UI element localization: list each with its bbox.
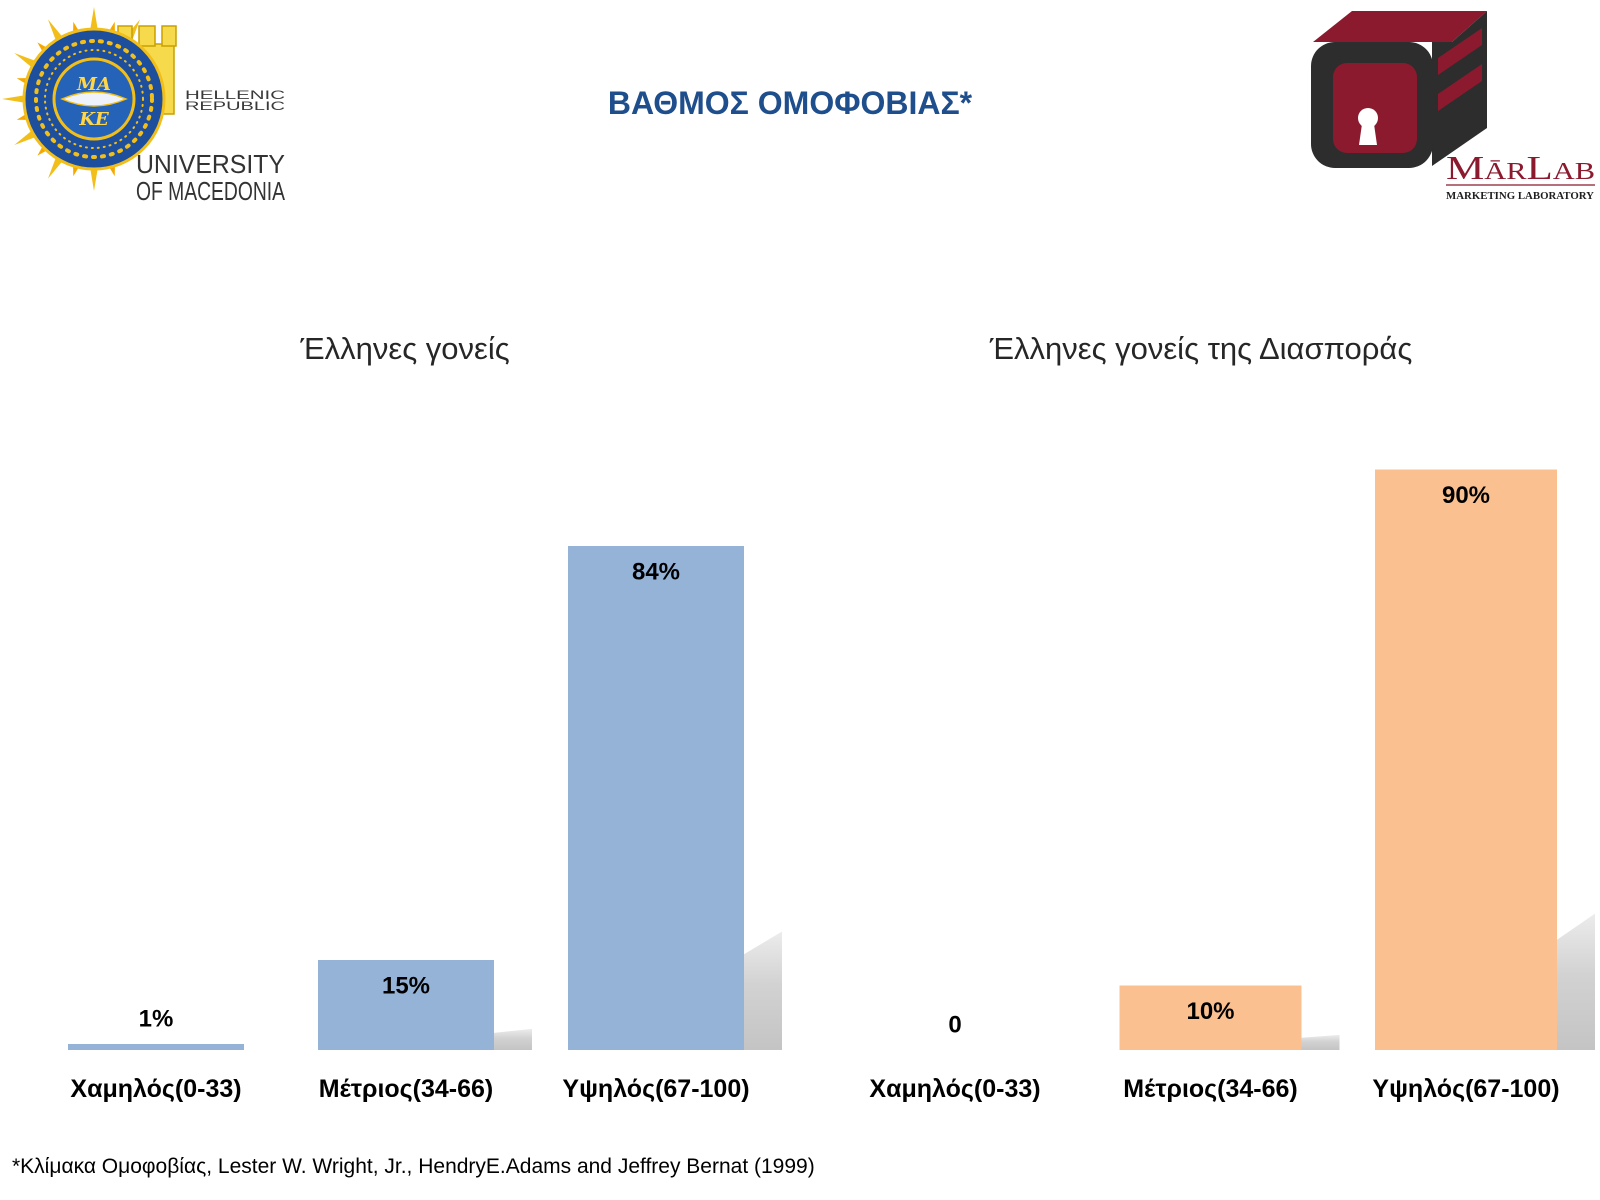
- category-label-greek-parents-high: Υψηλός(67-100): [562, 1075, 749, 1103]
- logo-university-text: UNIVERSITY: [136, 149, 285, 179]
- bar-shadow-diaspora-parents-medium: [1301, 1034, 1340, 1050]
- keyhole-icon: [1358, 108, 1378, 145]
- university-of-macedonia-logo: ΜΑ ΚΕ HELLENIC REPUBLIC UNIVERSITY OF MA…: [2, 7, 286, 206]
- bar-shadow-greek-parents-medium: [494, 1028, 532, 1050]
- logo-macedonia-text: OF MACEDONIA: [136, 176, 285, 206]
- category-label-diaspora-parents-medium: Μέτριος(34-66): [1123, 1075, 1298, 1103]
- data-label-greek-parents-low: 1%: [139, 1006, 174, 1033]
- emblem-disc-icon: ΜΑ ΚΕ: [22, 27, 166, 171]
- bar-greek-parents-high: [568, 546, 744, 1050]
- marlab-logo: MārLab MARKETING LABORATORY: [1311, 11, 1595, 202]
- emblem-top-letters: ΜΑ: [76, 74, 111, 95]
- data-label-greek-parents-high: 84%: [632, 559, 680, 586]
- data-label-diaspora-parents-low: 0: [948, 1012, 961, 1039]
- chart-title-diaspora-parents: Έλληνες γονείς της Διασποράς: [989, 331, 1413, 366]
- page-title: ΒΑΘΜΟΣ ΟΜΟΦΟΒΙΑΣ*: [607, 85, 973, 121]
- category-label-diaspora-parents-high: Υψηλός(67-100): [1372, 1075, 1559, 1103]
- logo-hellenic-text: HELLENIC: [185, 88, 286, 102]
- data-label-greek-parents-medium: 15%: [382, 973, 430, 1000]
- logo-republic-text: REPUBLIC: [185, 99, 286, 113]
- bar-diaspora-parents-high: [1375, 469, 1557, 1050]
- box-keyhole-icon: [1311, 11, 1487, 168]
- bar-greek-parents-low: [68, 1044, 244, 1050]
- data-label-diaspora-parents-high: 90%: [1442, 482, 1490, 509]
- chart-diaspora-parents: 0 Χαμηλός(0-33) 10% Μέτριος(34-66) 90% Υψηλός…: [869, 469, 1595, 1103]
- marlab-subtitle: MARKETING LABORATORY: [1446, 190, 1594, 202]
- bar-greek-parents-medium: [318, 960, 494, 1050]
- bar-shadow-greek-parents-high: [744, 931, 782, 1050]
- category-label-greek-parents-low: Χαμηλός(0-33): [70, 1075, 241, 1103]
- category-label-greek-parents-medium: Μέτριος(34-66): [319, 1075, 494, 1103]
- bar-shadow-diaspora-parents-high: [1557, 913, 1595, 1050]
- footnote: *Κλίμακα Ομοφοβίας, Lester W. Wright, Jr…: [12, 1155, 815, 1178]
- bar-diaspora-parents-medium: [1119, 985, 1302, 1050]
- chart-greek-parents: 1% Χαμηλός(0-33) 15% Μέτριος(34-66) 84% Υψηλό…: [68, 546, 782, 1103]
- data-label-diaspora-parents-medium: 10%: [1186, 998, 1234, 1025]
- emblem-bottom-letters: ΚΕ: [78, 109, 109, 130]
- marlab-wordmark: MārLab: [1446, 150, 1595, 187]
- category-label-diaspora-parents-low: Χαμηλός(0-33): [869, 1075, 1040, 1103]
- chart-title-greek-parents: Έλληνες γονείς: [300, 331, 510, 366]
